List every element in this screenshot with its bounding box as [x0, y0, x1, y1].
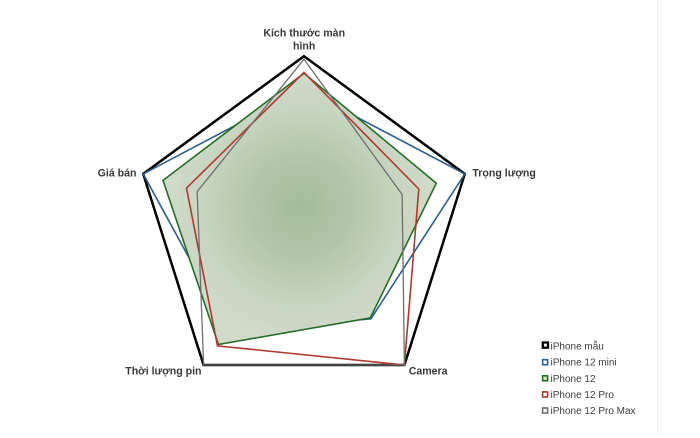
svg-text:Giá bán: Giá bán: [98, 167, 137, 179]
svg-text:iPhone 12: iPhone 12: [551, 374, 596, 385]
svg-text:iPhone 12 mini: iPhone 12 mini: [551, 358, 617, 369]
svg-text:iPhone 12 Pro: iPhone 12 Pro: [551, 390, 615, 401]
svg-text:Thời lượng pin: Thời lượng pin: [125, 365, 201, 377]
svg-text:iPhone 12 Pro Max: iPhone 12 Pro Max: [551, 406, 636, 417]
svg-text:hình: hình: [293, 41, 315, 53]
svg-text:Kích thước màn: Kích thước màn: [263, 28, 345, 40]
svg-text:Trọng lượng: Trọng lượng: [472, 167, 535, 179]
svg-text:Camera: Camera: [409, 366, 448, 378]
svg-text:iPhone mẫu: iPhone mẫu: [551, 340, 604, 353]
